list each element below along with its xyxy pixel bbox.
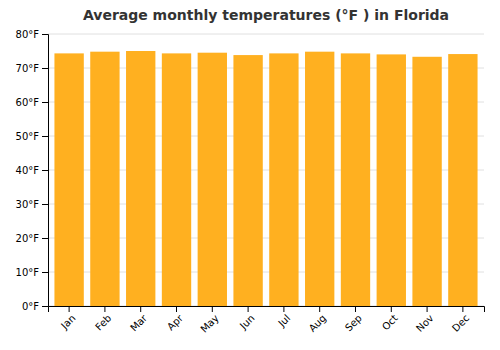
- x-tick-mark: [104, 306, 105, 312]
- x-tick: Jan: [58, 306, 77, 332]
- x-tick: Jul: [275, 306, 292, 329]
- bar: [377, 54, 406, 306]
- x-axis-line: [49, 307, 485, 313]
- y-tick-label: 60°F: [16, 97, 40, 108]
- x-tick-label: Dec: [450, 312, 471, 333]
- y-tick: 80°F: [16, 29, 48, 40]
- bar: [233, 55, 262, 306]
- y-tick-mark: [42, 68, 48, 69]
- x-tick-label: Sep: [343, 312, 364, 333]
- y-tick-mark: [42, 34, 48, 35]
- y-tick-mark: [42, 306, 48, 307]
- bars: [54, 51, 477, 306]
- bar: [341, 53, 370, 306]
- y-tick-label: 10°F: [16, 267, 40, 278]
- x-tick-mark: [319, 306, 320, 312]
- y-tick-label: 30°F: [16, 199, 40, 210]
- x-tick-mark: [248, 306, 249, 312]
- x-tick-label: Jun: [237, 312, 257, 332]
- y-tick-label: 50°F: [16, 131, 40, 142]
- x-tick-mark: [176, 306, 177, 312]
- x-tick-mark: [427, 306, 428, 312]
- x-tick-mark: [462, 306, 463, 312]
- x-tick: Sep: [343, 306, 364, 333]
- y-tick-label: 40°F: [16, 165, 40, 176]
- x-tick-label: Nov: [414, 312, 436, 334]
- x-tick: Jun: [237, 306, 257, 332]
- y-axis: 0°F 10°F 20°F 30°F 40°F 50°F 60°F 70°F 80°F: [16, 29, 49, 312]
- x-tick-mark: [391, 306, 392, 312]
- bar: [90, 52, 119, 306]
- grid-line: [48, 34, 484, 35]
- y-axis-line: [42, 35, 49, 307]
- y-tick-mark: [42, 136, 48, 137]
- y-tick-mark: [42, 272, 48, 273]
- x-tick-mark: [355, 306, 356, 312]
- x-tick-mark: [283, 306, 284, 312]
- x-tick-label: Aug: [307, 312, 329, 334]
- y-tick: 60°F: [16, 97, 48, 108]
- x-tick: Aug: [307, 306, 329, 334]
- y-tick-mark: [42, 102, 48, 103]
- x-tick-label: Apr: [165, 312, 186, 333]
- x-tick-label: May: [198, 312, 220, 334]
- x-tick: Mar: [128, 306, 150, 333]
- title: Average monthly temperatures (°F ) in Fl…: [83, 7, 449, 23]
- x-tick-label: Jan: [58, 312, 77, 331]
- y-tick: 0°F: [22, 301, 48, 312]
- y-tick-mark: [42, 238, 48, 239]
- x-tick: Feb: [93, 306, 113, 333]
- bar: [126, 51, 155, 306]
- x-tick: Apr: [165, 306, 186, 332]
- chart-container: 0°F 10°F 20°F 30°F 40°F 50°F 60°F 70°F 80°F Jan Fe…: [0, 0, 500, 350]
- y-tick-label: 0°F: [22, 301, 39, 312]
- y-tick: 10°F: [16, 267, 48, 278]
- x-tick-mark: [69, 306, 70, 312]
- y-tick-label: 80°F: [16, 29, 40, 40]
- x-tick: May: [198, 306, 220, 335]
- x-tick-mark: [212, 306, 213, 312]
- y-tick: 30°F: [16, 199, 48, 210]
- x-tick: Dec: [450, 306, 471, 334]
- grid: [48, 34, 484, 306]
- bar: [162, 53, 191, 306]
- x-tick-label: Oct: [380, 312, 400, 332]
- y-tick: 70°F: [16, 63, 48, 74]
- y-tick: 40°F: [16, 165, 48, 176]
- y-tick: 50°F: [16, 131, 48, 142]
- plot-root: 0°F 10°F 20°F 30°F 40°F 50°F 60°F 70°F 80°F Jan Fe…: [16, 29, 485, 335]
- bar: [412, 57, 441, 306]
- y-tick-mark: [42, 170, 48, 171]
- y-tick-label: 20°F: [16, 233, 40, 244]
- bar: [54, 53, 83, 306]
- bar: [448, 54, 477, 306]
- bar: [198, 53, 227, 306]
- x-tick: Oct: [380, 306, 400, 332]
- y-tick-mark: [42, 204, 48, 205]
- x-tick-label: Mar: [128, 312, 150, 334]
- x-tick-label: Jul: [275, 312, 292, 329]
- x-tick: Nov: [414, 306, 436, 334]
- y-tick-label: 70°F: [16, 63, 40, 74]
- bar: [269, 53, 298, 306]
- y-tick: 20°F: [16, 233, 48, 244]
- chart-svg: 0°F 10°F 20°F 30°F 40°F 50°F 60°F 70°F 80°F Jan Fe…: [0, 0, 500, 350]
- x-tick-label: Feb: [93, 312, 113, 332]
- bar: [305, 52, 334, 306]
- x-tick-mark: [140, 306, 141, 312]
- x-axis: Jan Feb Mar Apr May Jun Jul Aug Sep Oct Nov Dec: [49, 306, 485, 335]
